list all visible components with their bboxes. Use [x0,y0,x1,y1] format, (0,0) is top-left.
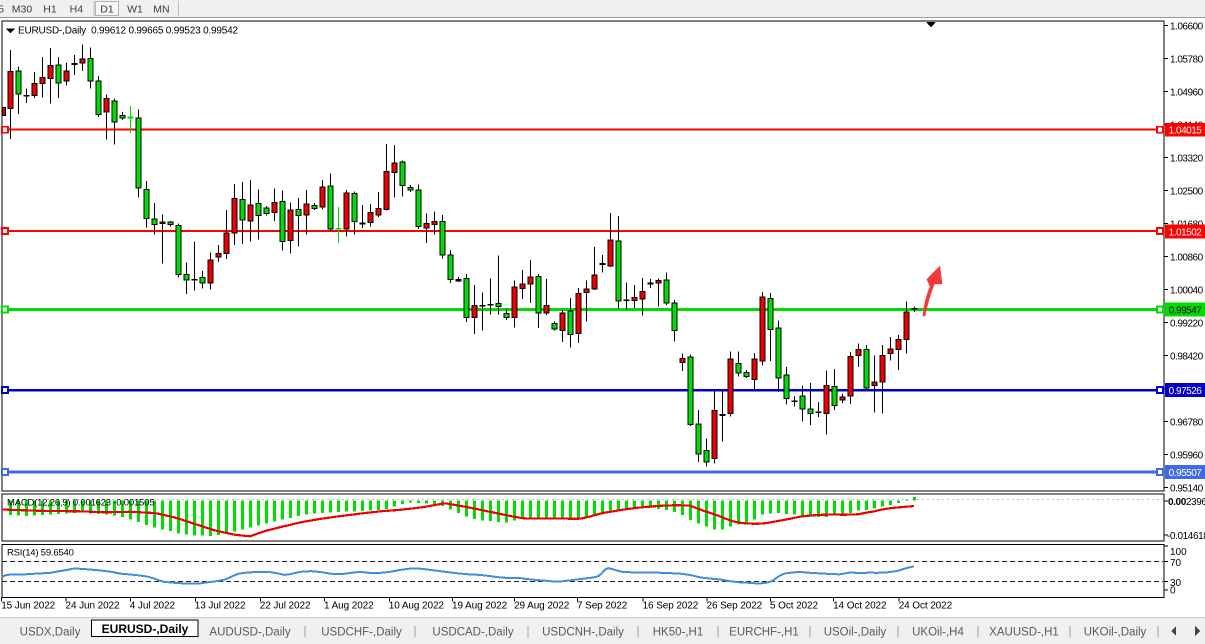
svg-text:7 Sep 2022: 7 Sep 2022 [577,601,628,612]
svg-text:D1: D1 [100,4,114,16]
svg-text:29 Aug 2022: 29 Aug 2022 [514,601,570,612]
svg-text:5 Oct 2022: 5 Oct 2022 [770,601,818,612]
svg-text:|: | [809,626,812,638]
svg-text:UKOil-,H4: UKOil-,H4 [912,627,964,639]
svg-text:0.99547: 0.99547 [1169,305,1203,316]
svg-text:EURCHF-,H1: EURCHF-,H1 [729,627,799,639]
svg-text:1.03320: 1.03320 [1170,154,1204,165]
svg-text:0.95960: 0.95960 [1170,451,1204,462]
svg-text:RSI(14) 59.6540: RSI(14) 59.6540 [7,548,74,559]
svg-text:EURUSD-,Daily: EURUSD-,Daily [102,622,189,636]
svg-text:0.002396: 0.002396 [1168,497,1205,508]
svg-text:|: | [1069,626,1072,638]
svg-text:0: 0 [1170,586,1176,597]
svg-text:30: 30 [1170,578,1182,589]
svg-text:16 Sep 2022: 16 Sep 2022 [643,601,699,612]
svg-text:19 Aug 2022: 19 Aug 2022 [452,601,508,612]
svg-text:1.00040: 1.00040 [1170,286,1204,297]
svg-text:H4: H4 [70,4,84,16]
svg-text:USDCHF-,Daily: USDCHF-,Daily [321,627,402,639]
svg-text:-0.014618: -0.014618 [1167,531,1205,542]
svg-text:HK50-,H1: HK50-,H1 [653,627,704,639]
svg-text:USDCAD-,Daily: USDCAD-,Daily [432,627,513,639]
svg-text:0.99220: 0.99220 [1170,319,1204,330]
svg-text:M30: M30 [12,4,33,16]
svg-text:EURUSD-,Daily 0.99612 0.99665: EURUSD-,Daily 0.99612 0.99665 0.99523 0.… [18,26,238,37]
svg-text:UKOil-,Daily: UKOil-,Daily [1084,627,1147,639]
svg-text:0.97526: 0.97526 [1169,386,1203,397]
svg-text:MACD(12,26,9) 0.001623 -0.0015: MACD(12,26,9) 0.001623 -0.001505 [7,498,154,509]
svg-text:|: | [1157,626,1160,638]
svg-text:26 Sep 2022: 26 Sep 2022 [707,601,763,612]
svg-text:|: | [977,626,980,638]
svg-text:1.01502: 1.01502 [1169,227,1203,238]
svg-text:10 Aug 2022: 10 Aug 2022 [389,601,445,612]
svg-text:|: | [637,626,640,638]
svg-text:14 Oct 2022: 14 Oct 2022 [833,601,887,612]
svg-text:24 Jun 2022: 24 Jun 2022 [66,601,120,612]
svg-text:|: | [897,626,900,638]
svg-text:AUDUSD-,Daily: AUDUSD-,Daily [209,627,290,639]
svg-text:USDCNH-,Daily: USDCNH-,Daily [542,627,624,639]
svg-text:1.05780: 1.05780 [1170,55,1204,66]
svg-text:1.06600: 1.06600 [1170,22,1204,33]
svg-text:5: 5 [0,4,4,16]
svg-text:22 Jul 2022: 22 Jul 2022 [260,601,311,612]
svg-text:24 Oct 2022: 24 Oct 2022 [899,601,953,612]
svg-text:13 Jul 2022: 13 Jul 2022 [195,601,246,612]
svg-text:USDX,Daily: USDX,Daily [20,627,81,639]
svg-text:1.02500: 1.02500 [1170,187,1204,198]
svg-text:4 Jul 2022: 4 Jul 2022 [130,601,176,612]
svg-text:USOil-,Daily: USOil-,Daily [824,627,887,639]
svg-text:100: 100 [1170,547,1187,558]
svg-text:MN: MN [153,4,169,16]
svg-text:1.04015: 1.04015 [1169,126,1203,137]
svg-text:H1: H1 [43,4,57,16]
svg-text:|: | [414,626,417,638]
svg-text:1.00860: 1.00860 [1170,253,1204,264]
svg-text:|: | [527,626,530,638]
svg-text:0.95140: 0.95140 [1170,484,1204,495]
svg-text:XAUUSD-,H1: XAUUSD-,H1 [989,627,1059,639]
svg-text:|: | [304,626,307,638]
svg-text:0.96780: 0.96780 [1170,418,1204,429]
svg-text:0.95507: 0.95507 [1169,468,1203,479]
svg-text:1.04960: 1.04960 [1170,88,1204,99]
svg-text:1 Aug 2022: 1 Aug 2022 [324,601,374,612]
svg-text:15 Jun 2022: 15 Jun 2022 [1,601,55,612]
svg-text:0.98420: 0.98420 [1170,352,1204,363]
svg-text:70: 70 [1170,558,1182,569]
svg-text:|: | [717,626,720,638]
svg-text:W1: W1 [127,4,143,16]
